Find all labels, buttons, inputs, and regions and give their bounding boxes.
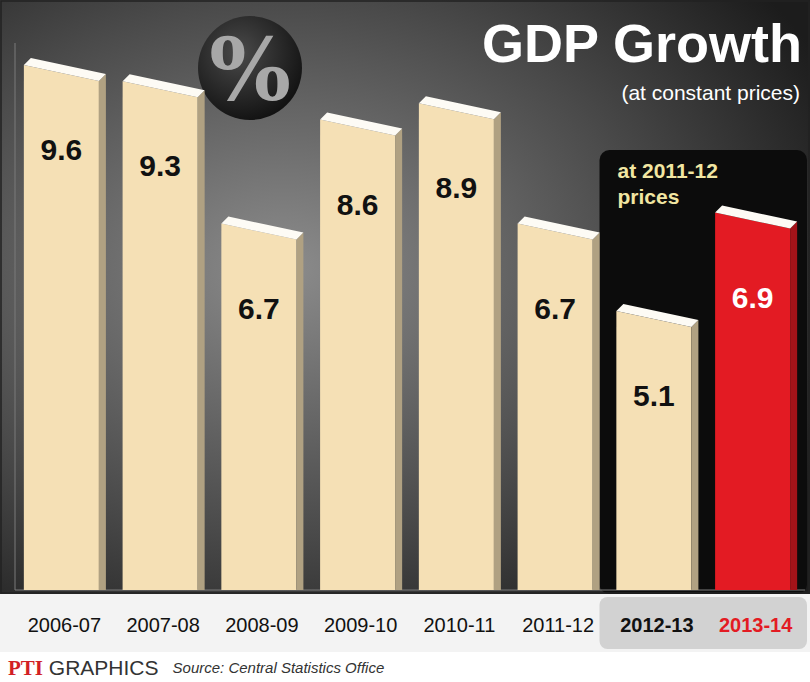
data-label: 6.7 — [534, 292, 576, 325]
x-tick-label: 2012-13 — [620, 614, 693, 636]
footer-background — [0, 594, 810, 682]
highlight-box — [600, 150, 808, 594]
x-tick-label: 2007-08 — [126, 614, 199, 636]
credit: PTI GRAPHICS — [8, 656, 159, 680]
data-labels: 9.6 9.3 6.7 8.6 8.9 6.7 5.1 6.9 — [41, 133, 774, 412]
data-label: 8.6 — [337, 188, 379, 221]
x-tick-label: 2011-12 — [522, 614, 594, 636]
bar — [715, 213, 790, 590]
highlight-label-band — [600, 597, 808, 649]
data-label: 6.9 — [732, 281, 774, 314]
bar-top — [616, 304, 698, 327]
bar-top — [221, 217, 303, 240]
bar-side — [790, 222, 797, 590]
bar — [24, 65, 99, 590]
x-tick-label: 2008-09 — [225, 614, 298, 636]
background — [0, 0, 810, 594]
bar — [616, 311, 691, 590]
bar-top — [518, 217, 600, 240]
bar-side — [691, 320, 698, 590]
bar-top — [320, 113, 402, 136]
y-label: % — [209, 19, 291, 120]
x-tick-label: 2013-14 — [719, 614, 793, 636]
data-label: 9.6 — [41, 133, 83, 166]
data-label: 6.7 — [238, 292, 280, 325]
bar-top — [715, 206, 797, 229]
bar-side — [395, 129, 402, 590]
y-axis — [15, 43, 16, 590]
bars — [24, 58, 797, 590]
subtitle: (at constant prices) — [621, 81, 800, 104]
bar-top — [123, 74, 205, 97]
bar-side — [593, 233, 600, 590]
x-tick-label: 2010-11 — [423, 614, 495, 636]
data-label: 5.1 — [633, 379, 675, 412]
unit-icon — [198, 16, 302, 120]
data-label: 8.9 — [436, 171, 478, 204]
bar-side — [494, 112, 501, 590]
bar-side — [296, 233, 303, 590]
bar-side — [198, 90, 205, 590]
x-tick-label: 2009-10 — [324, 614, 397, 636]
annotation: at 2011-12prices — [618, 159, 718, 208]
data-label: 9.3 — [139, 149, 181, 182]
title: GDP Growth — [482, 13, 802, 73]
x-tick-label: 2006-07 — [28, 614, 101, 636]
bar-top — [24, 58, 106, 81]
bar — [320, 120, 395, 590]
bar-top — [419, 96, 501, 119]
bar — [419, 103, 494, 590]
source: Source: Central Statistics Office — [173, 659, 385, 676]
bar — [221, 224, 296, 590]
bar-side — [99, 74, 106, 590]
bar — [518, 224, 593, 590]
bar — [123, 81, 198, 590]
frame — [1, 1, 809, 593]
label-band — [0, 594, 810, 652]
chart: % 9.6 9.3 6.7 8.6 8.9 6.7 5.1 6.9 2006-07 2007-08 2… — [0, 0, 810, 682]
